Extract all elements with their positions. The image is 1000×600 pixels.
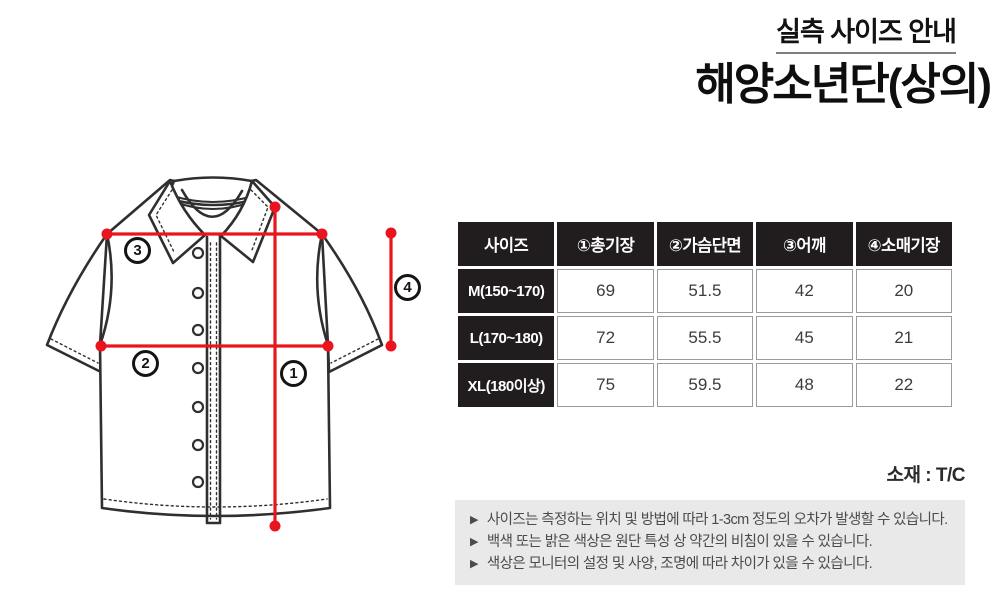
note-text: 백색 또는 밝은 색상은 원단 특성 상 약간의 비침이 있을 수 있습니다. <box>486 534 873 550</box>
table-row: XL(180이상) 75 59.5 48 22 <box>458 363 952 407</box>
stitch-hem <box>103 498 328 508</box>
measure-marker-4-label: 4 <box>403 279 412 296</box>
shirt-outline <box>45 176 384 525</box>
button-icon <box>191 246 205 260</box>
button-icon <box>191 286 205 300</box>
measure-lines <box>95 201 397 532</box>
button-icon <box>191 438 205 452</box>
size-table: 사이즈 ①총기장 ②가슴단면 ③어깨 ④소매기장 M(150~170) 69 5… <box>455 219 955 410</box>
measure-marker-3: 3 <box>124 237 151 264</box>
stitch-right-cuff <box>330 338 379 364</box>
measure-dot <box>269 201 281 213</box>
cell-value: 72 <box>557 316 654 360</box>
button-icon <box>191 400 205 414</box>
shirt-left-armhole-seam <box>98 232 113 347</box>
cell-value: 48 <box>756 363 853 407</box>
cell-value: 42 <box>756 269 853 313</box>
button-icon <box>191 361 205 375</box>
measure-marker-3-label: 3 <box>133 242 142 259</box>
measure-dot <box>385 227 397 239</box>
row-label-m: M(150~170) <box>458 269 555 313</box>
shirt-stitching <box>50 189 379 520</box>
shirt-neckline <box>180 188 244 218</box>
triangle-bullet-icon: ▶ <box>470 514 478 526</box>
triangle-bullet-icon: ▶ <box>470 558 478 570</box>
measure-dot <box>322 340 334 352</box>
measure-marker-2-label: 2 <box>141 355 150 372</box>
page-title: 해양소년단(상의) <box>695 60 992 109</box>
measure-marker-4: 4 <box>394 274 421 301</box>
button-icon <box>191 323 205 337</box>
col-header-sleeve: ④소매기장 <box>855 222 952 266</box>
col-header-size: 사이즈 <box>458 222 555 266</box>
note-text: 사이즈는 측정하는 위치 및 방법에 따라 1-3cm 정도의 오차가 발생할 … <box>486 512 948 528</box>
material-label: 소재 : T/C <box>886 465 966 486</box>
shirt-placket <box>205 234 222 525</box>
header: 실측 사이즈 안내 해양소년단(상의) <box>695 10 992 109</box>
col-header-total-length: ①총기장 <box>557 222 654 266</box>
cell-value: 20 <box>855 269 952 313</box>
cell-value: 51.5 <box>656 269 754 313</box>
cell-value: 55.5 <box>656 316 754 360</box>
col-header-chest: ②가슴단면 <box>656 222 754 266</box>
measure-dot <box>101 228 113 240</box>
measure-dot <box>316 228 328 240</box>
cell-value: 22 <box>855 363 952 407</box>
note-text: 색상은 모니터의 설정 및 사양, 조명에 따라 차이가 있을 수 있습니다. <box>486 556 873 572</box>
stitch-left-cuff <box>50 338 99 364</box>
subtitle: 실측 사이즈 안내 <box>776 10 957 54</box>
cell-value: 59.5 <box>656 363 754 407</box>
measure-marker-2: 2 <box>132 350 159 377</box>
shirt-body <box>98 178 332 518</box>
cell-value: 69 <box>557 269 654 313</box>
note-item: ▶ 백색 또는 밝은 색상은 원단 특성 상 약간의 비침이 있을 수 있습니다. <box>470 532 950 553</box>
measure-marker-1-label: 1 <box>289 365 298 382</box>
cell-value: 75 <box>557 363 654 407</box>
button-icon <box>191 475 205 489</box>
size-table-header-row: 사이즈 ①총기장 ②가슴단면 ③어깨 ④소매기장 <box>458 222 952 266</box>
measure-dot <box>385 340 397 352</box>
notes-box: ▶ 사이즈는 측정하는 위치 및 방법에 따라 1-3cm 정도의 오차가 발생할… <box>455 500 965 585</box>
col-header-shoulder: ③어깨 <box>756 222 853 266</box>
note-item: ▶ 사이즈는 측정하는 위치 및 방법에 따라 1-3cm 정도의 오차가 발생할… <box>470 510 950 531</box>
stitch-left-lapel <box>155 189 175 253</box>
note-item: ▶ 색상은 모니터의 설정 및 사양, 조명에 따라 차이가 있을 수 있습니다. <box>470 554 950 575</box>
stitch-right-lapel <box>250 189 269 251</box>
row-label-l: L(170~180) <box>458 316 555 360</box>
table-row: L(170~180) 72 55.5 45 21 <box>458 316 952 360</box>
measure-marker-1: 1 <box>280 360 307 387</box>
cell-value: 21 <box>855 316 952 360</box>
shirt-buttons <box>191 246 205 489</box>
row-label-xl: XL(180이상) <box>458 363 555 407</box>
shirt-right-armhole-seam <box>315 232 330 347</box>
table-row: M(150~170) 69 51.5 42 20 <box>458 269 952 313</box>
shirt-left-lapel <box>147 179 207 265</box>
cell-value: 45 <box>756 316 853 360</box>
triangle-bullet-icon: ▶ <box>470 536 478 548</box>
measure-dot <box>95 340 107 352</box>
measure-dot <box>269 520 281 532</box>
